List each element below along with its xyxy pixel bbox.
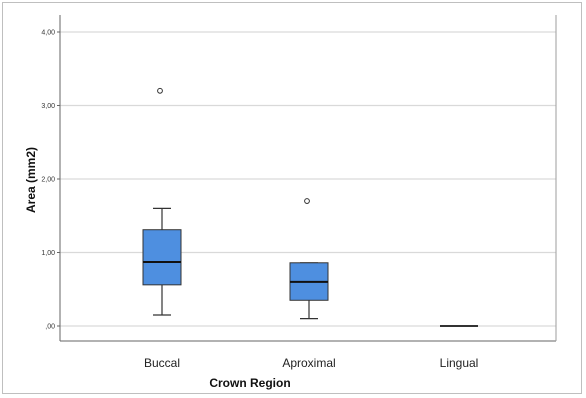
axes [59, 15, 557, 342]
outlier-point [157, 87, 163, 94]
iqr-box [142, 229, 182, 286]
y-tick-label: ,00 [45, 324, 55, 331]
chart-frame [2, 2, 582, 394]
y-tick-label: 2,00 [41, 177, 55, 184]
y-axis-title: Area (mm2) [24, 147, 38, 213]
category-label-buccal: Buccal [144, 356, 180, 370]
x-axis-title: Crown Region [209, 376, 290, 390]
box-group-buccal [142, 87, 182, 316]
y-tick-label: 3,00 [41, 103, 55, 110]
outlier-point [304, 198, 310, 204]
category-label-aproximal: Aproximal [282, 356, 335, 370]
category-labels: Buccal Aproximal Lingual [144, 356, 478, 370]
category-label-lingual: Lingual [440, 356, 479, 370]
box-group-aproximal [289, 198, 329, 320]
y-tick-label: 1,00 [41, 250, 55, 257]
y-tick-labels: ,00 1,00 2,00 3,00 4,00 [41, 30, 60, 331]
boxes [142, 87, 478, 327]
y-tick-label: 4,00 [41, 30, 55, 37]
